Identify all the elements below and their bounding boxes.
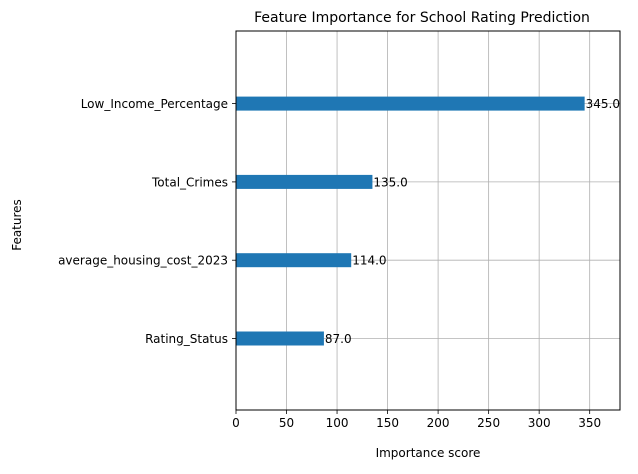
x-tick-label: 150: [376, 416, 399, 430]
x-tick-label: 0: [232, 416, 240, 430]
bar-total-crimes: [236, 174, 373, 189]
bar-low-income-percentage: [236, 96, 585, 111]
x-tick-label: 300: [528, 416, 551, 430]
x-tick-label: 50: [279, 416, 294, 430]
bar-value-label: 114.0: [352, 254, 386, 268]
y-tick-label: Rating_Status: [145, 332, 228, 346]
y-tick-label: Low_Income_Percentage: [81, 97, 228, 111]
y-axis-label: Features: [10, 199, 24, 251]
x-tick-label: 200: [427, 416, 450, 430]
y-tick-label: average_housing_cost_2023: [58, 254, 228, 268]
bar-value-label: 345.0: [586, 97, 620, 111]
x-tick-label: 350: [578, 416, 601, 430]
bar-rating-status: [236, 331, 324, 346]
bar-average-housing-cost-2023: [236, 253, 352, 268]
y-tick-label: Total_Crimes: [151, 175, 228, 189]
x-tick-label: 100: [326, 416, 349, 430]
bar-value-label: 135.0: [373, 175, 407, 189]
chart-title: Feature Importance for School Rating Pre…: [254, 10, 590, 26]
bar-value-label: 87.0: [325, 332, 352, 346]
x-axis-label: Importance score: [376, 446, 481, 460]
x-tick-label: 250: [477, 416, 500, 430]
plot-area: [235, 30, 621, 411]
